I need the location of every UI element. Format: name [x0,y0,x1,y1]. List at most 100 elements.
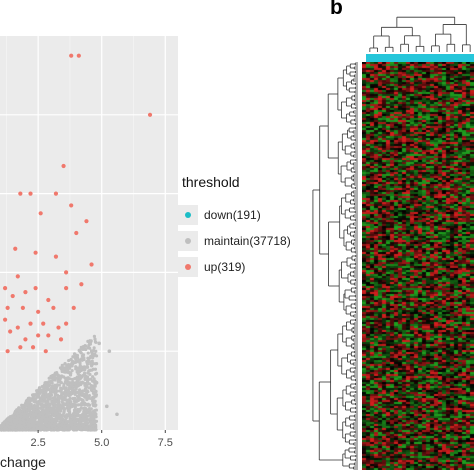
maintain-point [59,389,63,393]
maintain-point [46,424,50,428]
maintain-point [48,403,52,407]
maintain-point [15,412,19,416]
maintain-point [68,421,72,425]
maintain-point [88,372,92,377]
maintain-point [57,383,61,387]
up-point [53,191,59,196]
maintain-point [52,410,56,414]
up-point [20,305,25,310]
maintain-point [65,388,69,392]
maintain-point [93,337,97,341]
maintain-point [81,381,86,385]
maintain-point [12,418,16,423]
maintain-point [93,384,97,388]
maintain-point [85,365,89,369]
maintain-point [79,406,83,410]
up-point [33,250,38,255]
maintain-point [60,396,64,400]
maintain-point [64,428,68,432]
maintain-point [76,398,81,402]
maintain-point [27,396,31,400]
maintain-point [89,388,94,392]
maintain-point [88,346,92,350]
maintain-point [2,420,6,424]
maintain-point [80,390,84,394]
maintain-point [36,416,40,420]
maintain-point [31,423,36,427]
maintain-point [0,424,4,428]
maintain-point [27,406,31,411]
up-point [15,325,20,330]
maintain-point [24,411,29,415]
up-point [79,282,84,287]
maintain-point [94,408,98,412]
maintain-point [89,377,93,381]
maintain-point [43,427,47,431]
maintain-point [22,421,26,425]
maintain-point [97,341,101,346]
up-point [23,290,28,295]
maintain-point [78,375,83,379]
maintain-point [86,356,90,360]
x-axis-label: change [0,454,46,470]
up-point [89,262,94,267]
maintain-point [41,393,45,397]
maintain-point [19,413,23,417]
maintain-point [64,416,68,420]
maintain-point [94,415,98,419]
maintain-point [81,373,86,377]
maintain-point [90,359,94,363]
maintain-point [81,416,85,420]
maintain-point [47,418,51,422]
up-point [69,53,74,58]
x-axis-ticks: 2.5 5.0 7.5 [30,430,173,449]
maintain-point [91,403,96,408]
x-tick-label: 5.0 [94,437,109,449]
maintain-point [29,411,33,415]
maintain-point [69,400,73,404]
maintain-point [93,399,97,403]
maintain-point [27,420,31,424]
maintain-point [82,409,86,414]
panel-b-label: b [330,0,343,19]
maintain-point [48,411,52,415]
maintain-point [86,418,90,422]
maintain-point [77,370,82,374]
maintain-point [80,365,84,369]
maintain-point [17,406,21,410]
up-point [18,191,23,196]
maintain-point [4,428,9,432]
maintain-point [37,386,42,390]
maintain-point [57,423,61,427]
maintain-point [30,416,34,420]
maintain-point [35,389,39,393]
maintain-point [66,376,71,381]
maintain-point [91,409,95,414]
maintain-point [78,350,82,354]
maintain-point [31,408,35,412]
maintain-point [73,392,77,397]
maintain-point [17,425,21,429]
maintain-point [115,412,119,417]
maintain-point [89,355,93,359]
maintain-point [84,344,88,348]
maintain-point [92,346,96,350]
maintain-point [60,427,64,431]
maintain-point [83,395,87,399]
maintain-point [75,376,79,381]
maintain-point [78,361,82,365]
maintain-point [92,334,97,338]
maintain-point [66,423,70,427]
maintain-point [94,349,98,353]
up-point [2,317,8,322]
maintain-point [94,362,99,366]
up-point [28,191,33,196]
maintain-point [64,421,68,425]
maintain-point [61,424,66,428]
maintain-point [60,393,64,397]
maintain-point [107,349,112,354]
maintain-point [86,351,90,355]
legend-label-maintain: maintain(37718) [204,234,291,248]
maintain-point [84,388,89,393]
maintain-point [6,418,10,422]
